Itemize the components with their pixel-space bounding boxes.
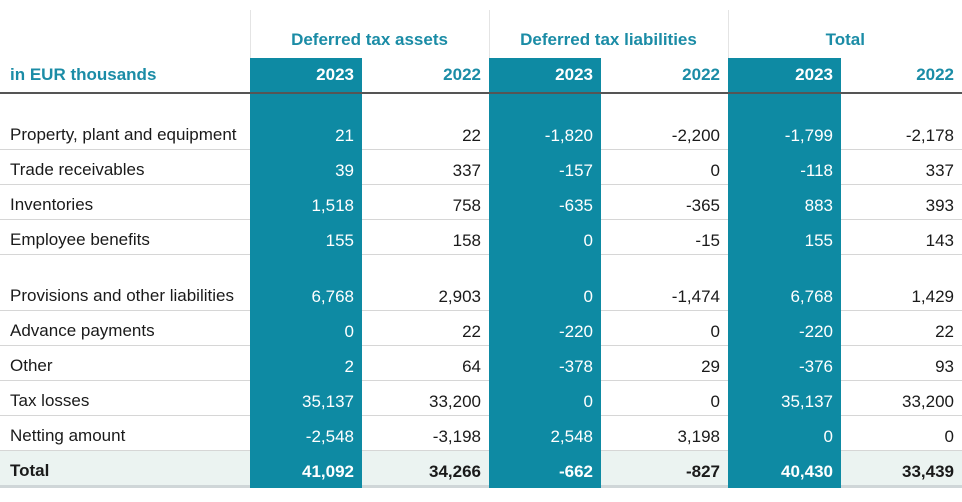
row-label: Inventories [0,184,250,220]
table-cell: -1,474 [601,254,728,311]
row-label: Tax losses [0,380,250,416]
row-label: Other [0,345,250,381]
table-cell: 64 [362,345,489,381]
table-cell: 0 [489,254,601,311]
year-header: 2023 [489,58,601,94]
table-cell: 2,903 [362,254,489,311]
group-header-blank [0,10,250,58]
table-cell: 6,768 [250,254,362,311]
table-cell: 0 [841,415,962,451]
table-cell: 93 [841,345,962,381]
table-row: Tax losses 35,137 33,200 0 0 35,137 33,2… [0,380,962,416]
total-label: Total [0,450,250,488]
table-cell: 39 [250,149,362,185]
total-cell: 33,439 [841,450,962,488]
table-cell: 35,137 [728,380,841,416]
deferred-tax-table: Deferred tax assets Deferred tax liabili… [0,10,962,488]
year-header-row: in EUR thousands 2023 2022 2023 2022 202… [0,58,962,94]
table-cell: 22 [362,93,489,150]
total-cell: 40,430 [728,450,841,488]
table-cell: 33,200 [841,380,962,416]
table-cell: 758 [362,184,489,220]
table-cell: 337 [841,149,962,185]
table-cell: 1,518 [250,184,362,220]
table-cell: -2,200 [601,93,728,150]
table-row: Netting amount -2,548 -3,198 2,548 3,198… [0,415,962,451]
year-header: 2023 [250,58,362,94]
group-header-deferred-tax-assets: Deferred tax assets [249,10,489,58]
total-cell: 41,092 [250,450,362,488]
table-cell: 0 [489,380,601,416]
table-row: Property, plant and equipment 21 22 -1,8… [0,93,962,150]
row-label: Advance payments [0,310,250,346]
table-cell: -220 [489,310,601,346]
table-cell: 337 [362,149,489,185]
table-cell: -118 [728,149,841,185]
table-cell: -157 [489,149,601,185]
table-cell: -220 [728,310,841,346]
table-cell: -2,178 [841,93,962,150]
table-cell: 21 [250,93,362,150]
table-row: Trade receivables 39 337 -157 0 -118 337 [0,149,962,185]
row-label: Property, plant and equipment [0,93,250,150]
table-cell: 3,198 [601,415,728,451]
table-cell: 0 [250,310,362,346]
table-cell: 22 [841,310,962,346]
table-cell: 0 [489,219,601,255]
table-row: Other 2 64 -378 29 -376 93 [0,345,962,381]
year-header: 2022 [841,58,962,94]
group-header-row: Deferred tax assets Deferred tax liabili… [0,10,962,58]
table-cell: -1,799 [728,93,841,150]
row-label: Netting amount [0,415,250,451]
table-cell: -365 [601,184,728,220]
table-row: Employee benefits 155 158 0 -15 155 143 [0,219,962,255]
table-cell: 0 [728,415,841,451]
table-cell: 6,768 [728,254,841,311]
table-row: Advance payments 0 22 -220 0 -220 22 [0,310,962,346]
year-header: 2022 [362,58,489,94]
table-cell: 0 [601,380,728,416]
table-cell: -1,820 [489,93,601,150]
table-cell: 0 [601,310,728,346]
table-cell: 1,429 [841,254,962,311]
total-row: Total 41,092 34,266 -662 -827 40,430 33,… [0,450,962,488]
table-cell: 2,548 [489,415,601,451]
year-header: 2023 [728,58,841,94]
table-cell: -2,548 [250,415,362,451]
table-cell: 33,200 [362,380,489,416]
table-cell: 143 [841,219,962,255]
table-row: Provisions and other liabilities 6,768 2… [0,254,962,311]
table-cell: 35,137 [250,380,362,416]
table-cell: 29 [601,345,728,381]
total-cell: 34,266 [362,450,489,488]
table-cell: 883 [728,184,841,220]
table-cell: -635 [489,184,601,220]
table-cell: 393 [841,184,962,220]
table-cell: -378 [489,345,601,381]
table-cell: 0 [601,149,728,185]
row-label: Provisions and other liabilities [0,254,250,311]
row-label: Employee benefits [0,219,250,255]
table-cell: -376 [728,345,841,381]
total-cell: -827 [601,450,728,488]
table-cell: 158 [362,219,489,255]
row-label: Trade receivables [0,149,250,185]
table-cell: -15 [601,219,728,255]
table-cell: 155 [728,219,841,255]
group-header-deferred-tax-liabilities: Deferred tax liabilities [488,10,728,58]
table-cell: 155 [250,219,362,255]
table-cell: 22 [362,310,489,346]
unit-label: in EUR thousands [0,58,250,94]
total-cell: -662 [489,450,601,488]
table-cell: -3,198 [362,415,489,451]
table-cell: 2 [250,345,362,381]
year-header: 2022 [601,58,728,94]
group-header-total: Total [727,10,962,58]
table-row: Inventories 1,518 758 -635 -365 883 393 [0,184,962,220]
